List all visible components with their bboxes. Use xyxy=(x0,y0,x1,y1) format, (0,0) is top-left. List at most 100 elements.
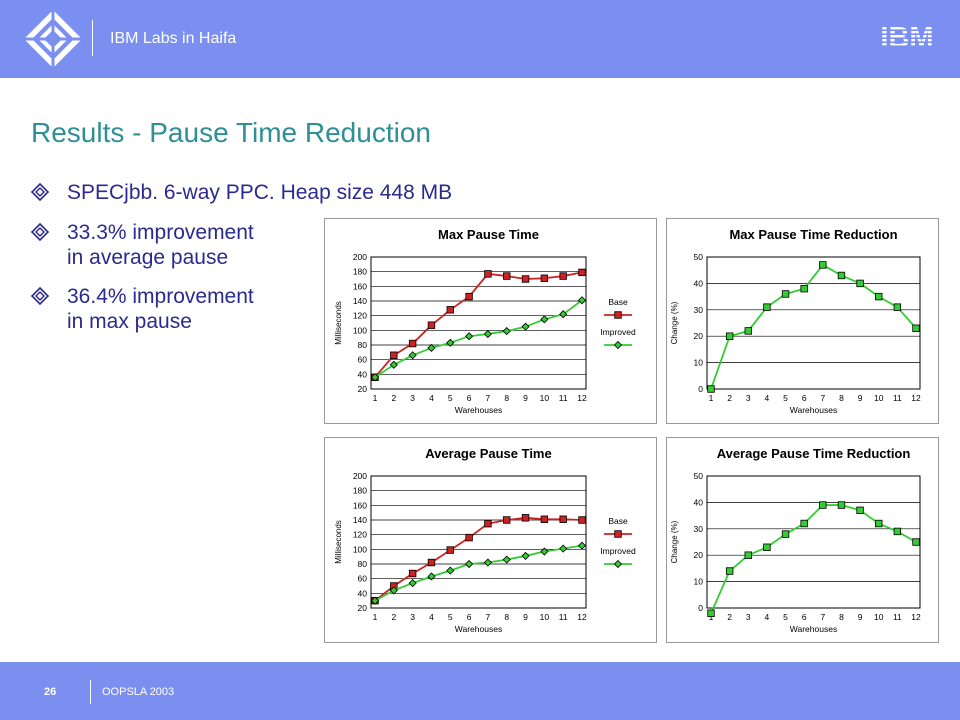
data-point xyxy=(446,566,455,575)
data-point xyxy=(521,551,530,560)
y-tick-label: 180 xyxy=(353,267,367,277)
legend-label: Base xyxy=(608,297,628,307)
data-point xyxy=(800,284,808,293)
data-point xyxy=(521,322,530,331)
data-point xyxy=(837,271,846,280)
data-point xyxy=(893,303,902,311)
x-tick-label: 3 xyxy=(410,612,415,622)
y-tick-label: 30 xyxy=(694,524,704,534)
y-tick-label: 30 xyxy=(694,305,704,315)
chart-title: Max Pause Time xyxy=(438,227,539,242)
data-point xyxy=(725,567,734,575)
x-axis-label: Warehouses xyxy=(790,405,837,415)
chart-max-pause-time-reduction: Max Pause Time Reduction 0 10 20 30 40 50 1 2 3 4 5… xyxy=(666,218,939,424)
x-tick-label: 9 xyxy=(523,612,528,622)
y-tick-label: 160 xyxy=(353,281,367,291)
data-point xyxy=(465,332,474,341)
data-point xyxy=(502,555,511,564)
header-divider xyxy=(92,20,93,56)
x-tick-label: 8 xyxy=(504,393,509,403)
data-point xyxy=(484,519,492,528)
data-point xyxy=(781,290,790,298)
data-point xyxy=(912,324,920,332)
chart-average-pause-time-reduction: Average Pause Time Reduction 0 10 20 30 40 50 1… xyxy=(666,437,939,643)
y-tick-label: 40 xyxy=(694,278,704,288)
data-point xyxy=(389,360,398,369)
x-tick-label: 5 xyxy=(448,612,453,622)
y-tick-label: 50 xyxy=(694,471,704,481)
data-point xyxy=(763,303,771,311)
x-axis-label: Warehouses xyxy=(790,624,837,634)
y-tick-label: 40 xyxy=(694,497,704,507)
data-point xyxy=(503,516,511,524)
chart-title: Average Pause Time Reduction xyxy=(717,446,911,461)
x-tick-label: 2 xyxy=(391,393,396,403)
x-tick-label: 7 xyxy=(820,393,825,403)
data-point xyxy=(800,519,808,528)
x-tick-label: 3 xyxy=(410,393,415,403)
x-tick-label: 4 xyxy=(429,612,434,622)
data-point xyxy=(707,609,715,617)
x-tick-label: 12 xyxy=(577,612,587,622)
y-tick-label: 100 xyxy=(353,325,367,335)
diamond-bullet-icon xyxy=(31,223,49,241)
bullet-line: in average pause xyxy=(67,246,229,269)
y-tick-label: 80 xyxy=(358,559,368,569)
y-axis-label: Milliseconds xyxy=(334,520,343,564)
y-tick-label: 140 xyxy=(353,296,367,306)
x-tick-label: 8 xyxy=(839,393,844,403)
data-point xyxy=(819,501,827,509)
data-point xyxy=(427,321,436,329)
legend-marker xyxy=(614,530,622,538)
slide-title: Results - Pause Time Reduction xyxy=(31,117,431,148)
x-axis-label: Warehouses xyxy=(455,624,502,634)
y-tick-label: 200 xyxy=(353,471,367,481)
x-tick-label: 1 xyxy=(709,393,714,403)
bullet-line: 36.4% improvement xyxy=(67,285,254,308)
x-tick-label: 3 xyxy=(746,393,751,403)
x-tick-label: 1 xyxy=(709,612,714,622)
chart-max-pause-time: Max Pause Time 20 40 60 80 100 120 140 160 180 200… xyxy=(324,218,657,424)
legend-marker xyxy=(614,311,622,319)
data-point xyxy=(370,373,380,382)
ibm-logo-text: IBM xyxy=(880,23,933,51)
x-tick-label: 6 xyxy=(467,393,472,403)
x-tick-label: 5 xyxy=(783,612,788,622)
x-tick-label: 2 xyxy=(391,612,396,622)
bullet-2: 33.3% improvement in average pause xyxy=(31,220,254,270)
x-tick-label: 12 xyxy=(911,612,921,622)
y-tick-label: 80 xyxy=(358,340,368,350)
x-tick-label: 3 xyxy=(746,612,751,622)
footer-bar xyxy=(0,662,960,720)
data-point xyxy=(577,541,587,550)
data-point xyxy=(465,292,473,301)
data-point xyxy=(540,515,549,523)
legend-marker xyxy=(613,559,623,569)
y-tick-label: 40 xyxy=(358,369,368,379)
data-point xyxy=(483,329,492,339)
y-tick-label: 160 xyxy=(353,500,367,510)
data-point xyxy=(856,506,864,515)
chart-average-pause-time: Average Pause Time 20 40 60 80 100 120 140 160 18… xyxy=(324,437,657,643)
y-tick-label: 10 xyxy=(694,358,704,368)
x-tick-label: 5 xyxy=(448,393,453,403)
x-tick-label: 7 xyxy=(820,612,825,622)
chart-svg: Average Pause Time2040608010012014016018… xyxy=(334,446,636,634)
data-point xyxy=(744,551,752,559)
x-tick-label: 1 xyxy=(373,393,378,403)
data-point xyxy=(427,572,436,581)
page-number: 26 xyxy=(44,686,57,698)
y-tick-label: 40 xyxy=(358,588,368,598)
bullet-line: 33.3% improvement xyxy=(67,221,254,244)
data-point xyxy=(408,351,417,360)
data-point xyxy=(390,351,398,359)
data-point xyxy=(725,332,734,340)
data-point xyxy=(521,275,530,283)
x-tick-label: 11 xyxy=(559,612,568,622)
legend-marker xyxy=(613,340,623,350)
diamond-bullet-icon xyxy=(31,183,49,201)
chart-svg: Max Pause Time 20 40 60 80 100 120 140 160 180 200… xyxy=(334,227,636,415)
x-tick-label: 9 xyxy=(858,612,863,622)
y-tick-label: 60 xyxy=(358,355,368,365)
data-point xyxy=(465,559,474,569)
